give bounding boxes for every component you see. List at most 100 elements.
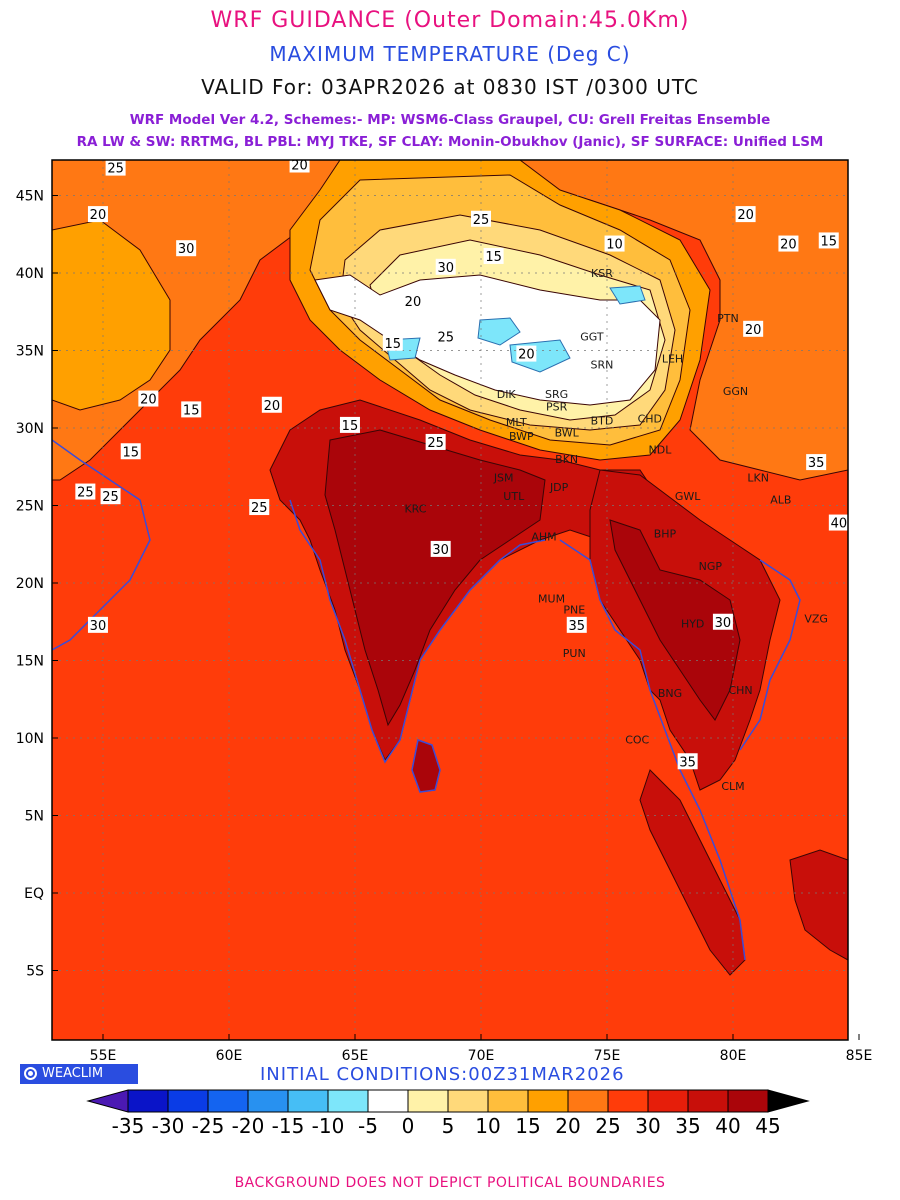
colorbar-label: 15 <box>515 1114 540 1138</box>
station-label: UTL <box>503 490 525 503</box>
colorbar-label: -10 <box>312 1114 345 1138</box>
station-label: DIK <box>497 388 517 401</box>
contour-label: 15 <box>342 419 359 434</box>
colorbar-label: 45 <box>755 1114 780 1138</box>
contour-label: 20 <box>737 208 754 223</box>
contour-label-box <box>435 258 456 275</box>
station-label: NGP <box>699 560 723 573</box>
colorbar-high-arrow <box>767 1089 810 1113</box>
contour-label-box <box>869 541 889 557</box>
contour-label-box <box>181 401 202 418</box>
colorbar-label: -25 <box>192 1114 225 1138</box>
lat-label: 30N <box>16 421 44 437</box>
contour-label-box <box>339 416 360 433</box>
contour-label-box <box>261 396 282 413</box>
initial-conditions: INITIAL CONDITIONS:00Z31MAR2026 <box>260 1064 625 1085</box>
contour-label-box <box>176 240 197 257</box>
contour-label: 30 <box>432 543 449 558</box>
map-field: 2520151020252020153010201510201530151520… <box>22 159 889 1040</box>
station-label: PNE <box>563 603 585 616</box>
subzero-patch-1 <box>477 317 521 346</box>
colorbar-box <box>247 1089 289 1113</box>
colorbar: -35 -30 -25 -20 -15 -10 -5 0 5 10 15 20 25 30 35 40 45 <box>86 1089 810 1138</box>
contour-label-box <box>806 454 827 471</box>
colorbar-box <box>727 1089 769 1113</box>
colorbar-box <box>327 1089 369 1113</box>
colorbar-low-arrow <box>86 1089 129 1113</box>
colorbar-box <box>367 1089 409 1113</box>
station-label: HYD <box>681 617 704 630</box>
station-label: SRG <box>545 388 568 401</box>
station-label: LEH <box>662 352 683 365</box>
contour-label: 20 <box>291 159 308 174</box>
contour-label-box <box>828 514 848 531</box>
station-label: BTD <box>591 414 614 427</box>
variable-title: MAXIMUM TEMPERATURE (Deg C) <box>269 42 631 66</box>
mild-region-arabia <box>52 219 171 411</box>
coastline-myanmar <box>559 539 746 961</box>
colorbar-box <box>647 1089 689 1113</box>
latitude-labels: 45N 40N 35N 30N 25N 20N 15N 10N 5N EQ 5S <box>16 189 58 980</box>
colorbar-label: -35 <box>112 1114 145 1138</box>
contour-label: 20 <box>140 393 157 408</box>
contour-label-box <box>483 247 504 264</box>
contour-label: 25 <box>437 331 454 346</box>
colorbar-labels: -35 -30 -25 -20 -15 -10 -5 0 5 10 15 20 25 30 35 40 45 <box>112 1114 781 1138</box>
lon-label: 85E <box>846 1048 873 1060</box>
lon-label: 60E <box>216 1048 243 1060</box>
lon-label: 80E <box>720 1048 747 1060</box>
contour-label: 30 <box>178 242 195 257</box>
station-label: GGT <box>580 331 604 344</box>
station-label: CHN <box>728 684 752 697</box>
contour-label-box <box>435 328 456 345</box>
contour-label: 20 <box>90 208 107 223</box>
lat-label: 5S <box>26 964 44 980</box>
station-label: MUM <box>538 593 565 606</box>
contour-label-box <box>516 345 537 362</box>
contour-label: 40 <box>871 543 888 558</box>
contour-label-box <box>100 488 121 505</box>
station-label: AHM <box>531 531 556 544</box>
contour-label: 20 <box>405 295 422 310</box>
station-label: CLM <box>721 780 744 793</box>
lat-label: 40N <box>16 266 44 282</box>
contour-label-box <box>604 235 625 252</box>
contour-label-box <box>249 499 270 516</box>
contour-label-box <box>138 390 159 407</box>
colorbar-label: -20 <box>232 1114 265 1138</box>
colorbar-label: 10 <box>475 1114 500 1138</box>
lat-label: 45N <box>16 189 44 205</box>
subzero-patch-3 <box>609 285 646 305</box>
station-label: JSM <box>493 472 514 485</box>
contour-label-box <box>425 433 446 450</box>
chart-title: WRF GUIDANCE (Outer Domain:45.0Km) <box>210 8 690 33</box>
station-label: COC <box>625 734 649 747</box>
contour-label-box <box>566 616 587 633</box>
colorbar-label: 30 <box>635 1114 660 1138</box>
lat-label: 5N <box>25 809 44 825</box>
colorbar-label: 20 <box>555 1114 580 1138</box>
contour-label: 15 <box>24 327 41 342</box>
contour-label: 20 <box>518 348 535 363</box>
contour-label-box <box>87 206 108 223</box>
colorbar-label: -30 <box>152 1114 185 1138</box>
contour-label-box <box>105 160 126 176</box>
contour-label-box <box>818 232 839 249</box>
contour-label: 35 <box>679 755 696 770</box>
station-label: SRN <box>591 358 614 371</box>
contour-label: 30 <box>90 619 107 634</box>
model-info-line-2: RA LW & SW: RRTMG, BL PBL: MYJ TKE, SF C… <box>76 134 824 150</box>
colorbar-box <box>407 1089 449 1113</box>
contour-label: 25 <box>77 486 94 501</box>
contour-labels: 2520151020252020153010201510201530151520… <box>22 159 889 770</box>
colorbar-box <box>207 1089 249 1113</box>
contour-label-box <box>22 325 42 341</box>
station-label: GGN <box>723 385 748 398</box>
lat-label: EQ <box>24 886 44 902</box>
colorbar-box <box>607 1089 649 1113</box>
colorbar-label: -15 <box>272 1114 305 1138</box>
lat-label: 15N <box>16 654 44 670</box>
weaclim-badge: WEACLIM <box>20 1064 138 1084</box>
colorbar-boxes <box>86 1089 810 1113</box>
coastline-vietnam <box>739 559 801 751</box>
